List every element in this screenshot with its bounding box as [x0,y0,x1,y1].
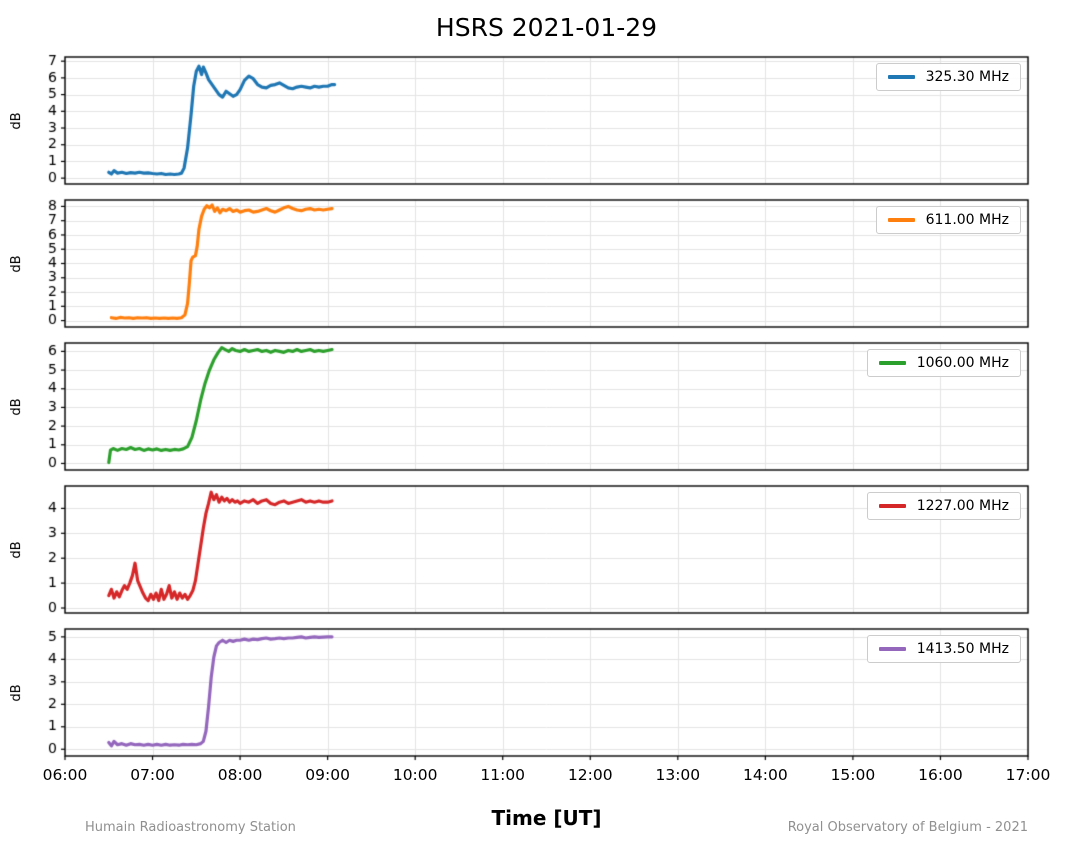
legend-1413mhz: 1413.50 MHz [866,635,1021,663]
x-tick-label: 07:00 [130,766,175,784]
subplot-325mhz: dB 325.30 MHz [0,51,1073,191]
legend-label: 1227.00 MHz [916,498,1009,514]
subplot-1413mhz: dB 1413.50 MHz [0,623,1073,763]
legend-label: 325.30 MHz [925,69,1009,85]
subplot-611mhz: dB 611.00 MHz [0,194,1073,334]
legend-1060mhz: 1060.00 MHz [866,349,1021,377]
chart-title: HSRS 2021-01-29 [435,13,658,42]
legend-label: 611.00 MHz [925,212,1009,228]
x-tick-label: 15:00 [830,766,876,784]
y-axis-label: dB [9,684,25,702]
subplot-1227mhz: dB 1227.00 MHz [0,480,1073,620]
legend-611mhz: 611.00 MHz [875,206,1021,234]
x-tick-label: 09:00 [305,766,350,784]
x-axis-label: Time [UT] [491,806,602,830]
x-tick-label: 17:00 [1005,766,1051,784]
subplot-1060mhz: dB 1060.00 MHz [0,337,1073,477]
legend-1227mhz: 1227.00 MHz [866,492,1021,520]
footer-station-text: Humain Radioastronomy Station [85,820,296,835]
legend-line-swatch [887,75,915,79]
x-tick-label: 06:00 [42,766,88,784]
legend-label: 1413.50 MHz [916,641,1009,657]
legend-line-swatch [878,647,906,651]
x-tick-label: 14:00 [743,766,788,784]
x-tick-label: 13:00 [655,766,701,784]
y-axis-label: dB [9,398,25,416]
legend-line-swatch [878,361,906,365]
x-tick-label: 10:00 [392,766,438,784]
x-tick-label: 12:00 [567,766,613,784]
legend-325mhz: 325.30 MHz [875,63,1021,91]
x-tick-label: 08:00 [217,766,263,784]
footer-observatory-text: Royal Observatory of Belgium - 2021 [787,820,1028,835]
legend-line-swatch [878,504,906,508]
y-axis-label: dB [9,541,25,559]
legend-label: 1060.00 MHz [916,355,1009,371]
x-axis-tick-labels: 06:00 07:00 08:00 09:00 10:00 11:00 12:00 13:00… [0,766,1073,788]
y-axis-label: dB [9,255,25,273]
y-axis-label: dB [9,112,25,130]
x-tick-label: 16:00 [918,766,963,784]
x-tick-label: 11:00 [480,766,526,784]
legend-line-swatch [887,218,915,222]
